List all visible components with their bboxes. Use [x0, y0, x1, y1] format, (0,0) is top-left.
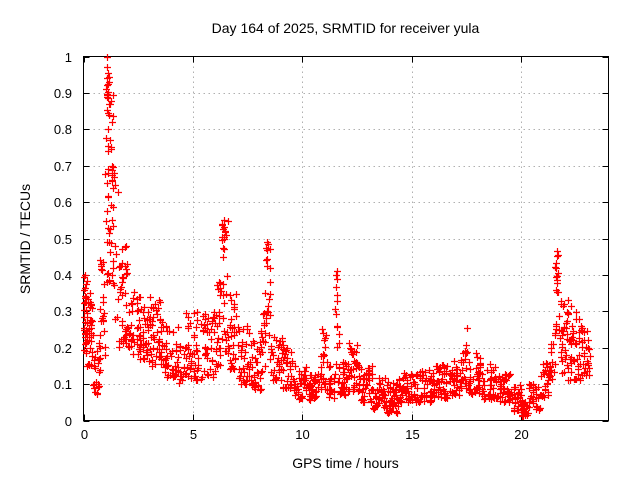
- x-tick-label: 20: [514, 427, 529, 442]
- y-tick-label: 0.1: [53, 376, 72, 392]
- x-tick-label: 10: [295, 427, 310, 442]
- y-tick-label: 0.3: [53, 303, 72, 319]
- scatter-points: [81, 54, 594, 420]
- y-tick-label: 0.7: [53, 158, 72, 174]
- y-tick-label: 0.9: [53, 85, 72, 101]
- y-tick-label: 0: [64, 413, 72, 429]
- y-tick-label: 0.8: [53, 121, 72, 137]
- x-axis-title: GPS time / hours: [292, 455, 399, 471]
- x-tick-label: 15: [405, 427, 420, 442]
- y-tick-label: 0.2: [53, 340, 72, 356]
- grid-lines: [83, 56, 609, 421]
- x-tick-label: 0: [80, 427, 89, 442]
- x-tick-label: 5: [189, 427, 198, 442]
- chart-title: Day 164 of 2025, SRMTID for receiver yul…: [211, 20, 480, 36]
- y-tick-label: 0.4: [53, 267, 72, 283]
- y-tick-label: 1: [64, 49, 72, 65]
- y-tick-label: 0.6: [53, 194, 72, 210]
- plot-frame: [83, 56, 609, 421]
- y-tick-label: 0.5: [53, 231, 72, 247]
